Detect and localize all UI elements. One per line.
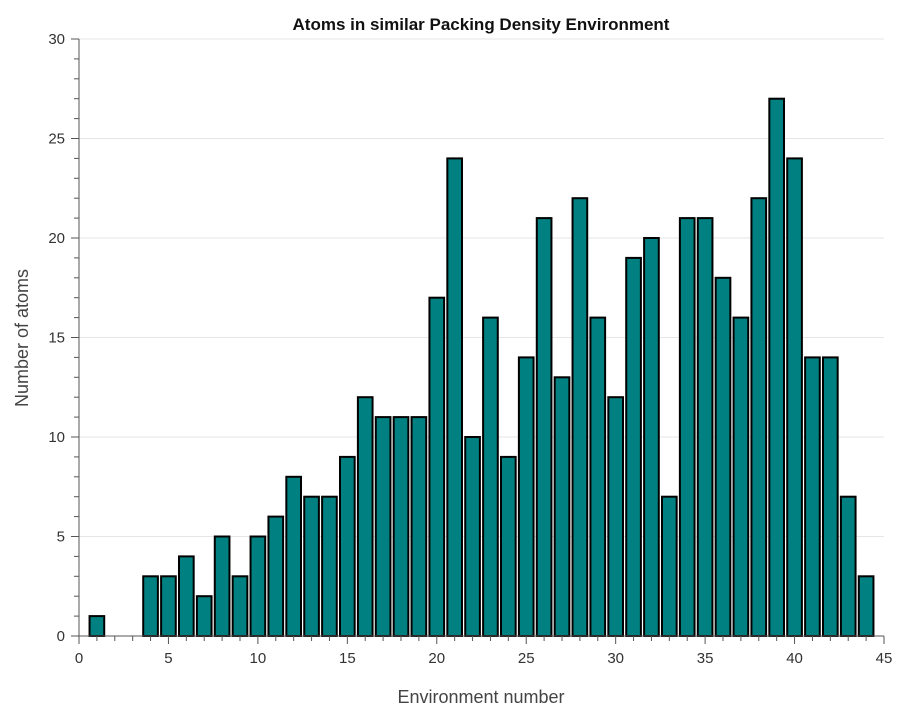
x-tick-label: 5 bbox=[164, 650, 172, 667]
x-tick-label: 20 bbox=[428, 650, 445, 667]
y-axis-label: Number of atoms bbox=[12, 269, 32, 407]
x-tick-label: 25 bbox=[518, 650, 535, 667]
bar bbox=[714, 276, 732, 637]
chart-title: Atoms in similar Packing Density Environ… bbox=[293, 15, 670, 34]
bar bbox=[535, 217, 553, 637]
bar bbox=[696, 217, 714, 637]
bar bbox=[625, 256, 642, 637]
bar bbox=[356, 396, 374, 638]
y-tick-label: 30 bbox=[48, 31, 65, 48]
bar bbox=[321, 495, 338, 638]
bar bbox=[500, 455, 517, 637]
bar bbox=[249, 535, 267, 637]
x-tick-label: 0 bbox=[75, 650, 83, 667]
bar bbox=[732, 316, 750, 637]
gridlines bbox=[79, 38, 884, 537]
bar bbox=[571, 197, 589, 637]
bar bbox=[285, 475, 302, 637]
bar bbox=[822, 356, 839, 637]
bar bbox=[643, 237, 660, 637]
bar bbox=[661, 495, 678, 638]
bar bbox=[213, 535, 231, 637]
bar bbox=[517, 356, 535, 637]
bar bbox=[410, 416, 428, 637]
bar bbox=[178, 555, 195, 638]
bar bbox=[142, 575, 159, 637]
bar bbox=[804, 356, 821, 637]
bar bbox=[160, 575, 177, 637]
x-tick-label: 35 bbox=[697, 650, 714, 667]
y-tick-label: 10 bbox=[48, 429, 65, 446]
bar bbox=[303, 495, 320, 638]
x-tick-label: 10 bbox=[250, 650, 267, 667]
bar bbox=[374, 416, 392, 637]
y-axis-ticks: 0 5 10 15 20 25 30 bbox=[48, 31, 79, 645]
bar bbox=[839, 495, 857, 638]
x-axis-label: Environment number bbox=[397, 687, 564, 707]
y-tick-label: 25 bbox=[48, 131, 65, 148]
bar bbox=[88, 615, 106, 637]
y-tick-label: 0 bbox=[57, 628, 65, 645]
bar bbox=[392, 416, 410, 637]
bar bbox=[339, 455, 356, 637]
x-tick-label: 45 bbox=[876, 650, 893, 667]
bar bbox=[553, 376, 571, 637]
bar bbox=[464, 436, 481, 637]
bar bbox=[678, 217, 696, 637]
bar bbox=[231, 575, 249, 637]
y-tick-label: 15 bbox=[48, 330, 65, 347]
bar bbox=[607, 396, 625, 638]
bar bbox=[446, 157, 463, 637]
y-tick-label: 5 bbox=[57, 529, 65, 546]
bar bbox=[195, 595, 213, 638]
x-axis-ticks: 0 5 10 15 20 25 30 35 40 45 bbox=[75, 636, 893, 667]
bar bbox=[428, 296, 446, 637]
bar bbox=[589, 316, 607, 637]
bars bbox=[88, 97, 875, 638]
bar bbox=[768, 97, 786, 637]
bar bbox=[786, 157, 803, 637]
bar bbox=[482, 316, 499, 637]
x-tick-label: 30 bbox=[607, 650, 624, 667]
y-tick-label: 20 bbox=[48, 230, 65, 247]
x-tick-label: 40 bbox=[786, 650, 803, 667]
x-tick-label: 15 bbox=[339, 650, 356, 667]
bar bbox=[750, 197, 768, 637]
bar bbox=[267, 515, 285, 637]
bar bbox=[857, 575, 875, 637]
